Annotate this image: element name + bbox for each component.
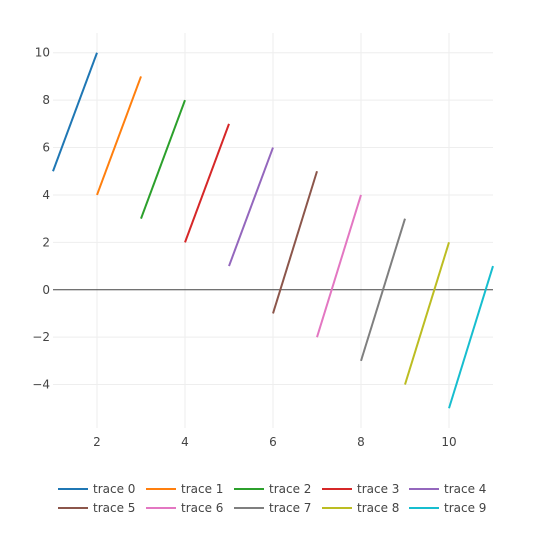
series-line-3 bbox=[184, 123, 230, 243]
x-tick-label: 10 bbox=[441, 435, 456, 449]
series-line-2 bbox=[140, 99, 186, 219]
legend-label: trace 5 bbox=[93, 501, 135, 515]
legend-item-1[interactable]: trace 1 bbox=[146, 482, 223, 496]
series-line-7 bbox=[360, 218, 406, 362]
series-line-5 bbox=[272, 170, 318, 314]
legend-label: trace 0 bbox=[93, 482, 135, 496]
legend-item-2[interactable]: trace 2 bbox=[234, 482, 311, 496]
grid bbox=[53, 33, 493, 428]
series-line-9 bbox=[448, 265, 494, 409]
legend-label: trace 4 bbox=[444, 482, 486, 496]
series-line-0 bbox=[52, 52, 98, 172]
legend-item-8[interactable]: trace 8 bbox=[322, 501, 399, 515]
x-axis-ticks: 2 4 6 8 10 bbox=[93, 435, 456, 449]
legend: trace 0 trace 1 trace 2 trace 3 trace 4 trace… bbox=[58, 482, 486, 515]
y-tick-label: 0 bbox=[42, 283, 50, 297]
legend-label: trace 6 bbox=[181, 501, 223, 515]
legend-item-3[interactable]: trace 3 bbox=[322, 482, 399, 496]
y-tick-label: 10 bbox=[35, 46, 50, 60]
series-group bbox=[52, 52, 494, 409]
y-tick-label: 6 bbox=[42, 141, 50, 155]
legend-item-4[interactable]: trace 4 bbox=[409, 482, 486, 496]
x-tick-label: 8 bbox=[357, 435, 365, 449]
x-tick-label: 6 bbox=[269, 435, 277, 449]
y-axis-ticks: −4 −2 0 2 4 6 8 10 bbox=[32, 46, 50, 392]
x-tick-label: 2 bbox=[93, 435, 101, 449]
y-tick-label: −2 bbox=[32, 330, 50, 344]
legend-label: trace 7 bbox=[269, 501, 311, 515]
series-line-8 bbox=[404, 242, 450, 385]
legend-label: trace 3 bbox=[357, 482, 399, 496]
series-line-4 bbox=[228, 147, 274, 267]
legend-item-6[interactable]: trace 6 bbox=[146, 501, 223, 515]
x-tick-label: 4 bbox=[181, 435, 189, 449]
legend-item-7[interactable]: trace 7 bbox=[234, 501, 311, 515]
legend-item-9[interactable]: trace 9 bbox=[409, 501, 486, 515]
y-tick-label: −4 bbox=[32, 378, 50, 392]
legend-label: trace 8 bbox=[357, 501, 399, 515]
y-tick-label: 8 bbox=[42, 93, 50, 107]
series-line-6 bbox=[316, 194, 362, 338]
legend-label: trace 1 bbox=[181, 482, 223, 496]
legend-item-0[interactable]: trace 0 bbox=[58, 482, 135, 496]
legend-label: trace 2 bbox=[269, 482, 311, 496]
series-line-1 bbox=[96, 76, 142, 196]
legend-item-5[interactable]: trace 5 bbox=[58, 501, 135, 515]
legend-label: trace 9 bbox=[444, 501, 486, 515]
y-tick-label: 2 bbox=[42, 235, 50, 249]
y-tick-label: 4 bbox=[42, 188, 50, 202]
